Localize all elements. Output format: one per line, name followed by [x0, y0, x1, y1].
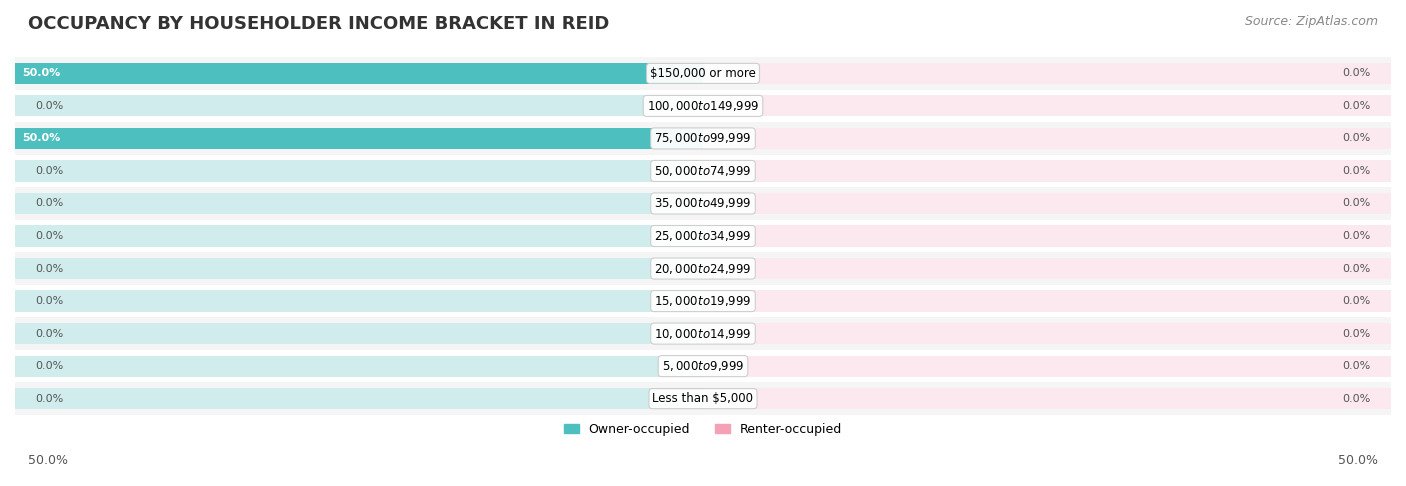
Text: $100,000 to $149,999: $100,000 to $149,999 [647, 99, 759, 113]
Bar [703, 291, 1391, 312]
Text: Source: ZipAtlas.com: Source: ZipAtlas.com [1244, 15, 1378, 28]
Text: 50.0%: 50.0% [22, 69, 60, 78]
Bar [15, 226, 703, 246]
Text: $25,000 to $34,999: $25,000 to $34,999 [654, 229, 752, 243]
Bar [15, 388, 703, 409]
Text: 0.0%: 0.0% [1343, 166, 1371, 176]
Bar [703, 193, 1391, 214]
Text: 0.0%: 0.0% [1343, 198, 1371, 208]
Text: 0.0%: 0.0% [1343, 394, 1371, 404]
Text: $150,000 or more: $150,000 or more [650, 67, 756, 80]
Text: 0.0%: 0.0% [35, 166, 63, 176]
Bar [15, 57, 1391, 89]
Bar [703, 63, 1391, 84]
Bar [703, 226, 1391, 246]
Text: $5,000 to $9,999: $5,000 to $9,999 [662, 359, 744, 373]
Bar [15, 285, 1391, 317]
Text: OCCUPANCY BY HOUSEHOLDER INCOME BRACKET IN REID: OCCUPANCY BY HOUSEHOLDER INCOME BRACKET … [28, 15, 609, 33]
Bar [703, 356, 1391, 377]
Text: 0.0%: 0.0% [1343, 69, 1371, 78]
Bar [15, 63, 703, 84]
Text: 50.0%: 50.0% [1339, 453, 1378, 467]
Bar [15, 323, 703, 344]
Text: $10,000 to $14,999: $10,000 to $14,999 [654, 327, 752, 341]
Text: 0.0%: 0.0% [1343, 263, 1371, 274]
Bar [15, 63, 703, 84]
Bar [703, 128, 1391, 149]
Text: 0.0%: 0.0% [1343, 101, 1371, 111]
Text: 0.0%: 0.0% [35, 263, 63, 274]
Bar [15, 95, 703, 117]
Text: 0.0%: 0.0% [1343, 329, 1371, 339]
Bar [15, 317, 1391, 350]
Text: $75,000 to $99,999: $75,000 to $99,999 [654, 131, 752, 145]
Text: 0.0%: 0.0% [35, 329, 63, 339]
Bar [703, 258, 1391, 279]
Text: 0.0%: 0.0% [1343, 134, 1371, 143]
Text: 0.0%: 0.0% [1343, 296, 1371, 306]
Bar [15, 89, 1391, 122]
Text: 0.0%: 0.0% [35, 231, 63, 241]
Bar [15, 155, 1391, 187]
Text: 0.0%: 0.0% [35, 394, 63, 404]
Text: $20,000 to $24,999: $20,000 to $24,999 [654, 261, 752, 276]
Text: 50.0%: 50.0% [22, 134, 60, 143]
Bar [15, 252, 1391, 285]
Bar [15, 291, 703, 312]
Bar [15, 350, 1391, 382]
Text: $50,000 to $74,999: $50,000 to $74,999 [654, 164, 752, 178]
Text: 50.0%: 50.0% [28, 453, 67, 467]
Text: $35,000 to $49,999: $35,000 to $49,999 [654, 196, 752, 210]
Bar [15, 382, 1391, 415]
Text: 0.0%: 0.0% [35, 101, 63, 111]
Bar [15, 160, 703, 182]
Bar [15, 258, 703, 279]
Bar [15, 193, 703, 214]
Text: 0.0%: 0.0% [1343, 361, 1371, 371]
Bar [15, 356, 703, 377]
Bar [15, 187, 1391, 220]
Bar [703, 323, 1391, 344]
Text: 0.0%: 0.0% [1343, 231, 1371, 241]
Text: 0.0%: 0.0% [35, 198, 63, 208]
Bar [15, 220, 1391, 252]
Text: Less than $5,000: Less than $5,000 [652, 392, 754, 405]
Bar [703, 388, 1391, 409]
Bar [703, 160, 1391, 182]
Text: $15,000 to $19,999: $15,000 to $19,999 [654, 294, 752, 308]
Bar [15, 122, 1391, 155]
Bar [15, 128, 703, 149]
Bar [703, 95, 1391, 117]
Legend: Owner-occupied, Renter-occupied: Owner-occupied, Renter-occupied [558, 418, 848, 441]
Bar [15, 128, 703, 149]
Text: 0.0%: 0.0% [35, 361, 63, 371]
Text: 0.0%: 0.0% [35, 296, 63, 306]
